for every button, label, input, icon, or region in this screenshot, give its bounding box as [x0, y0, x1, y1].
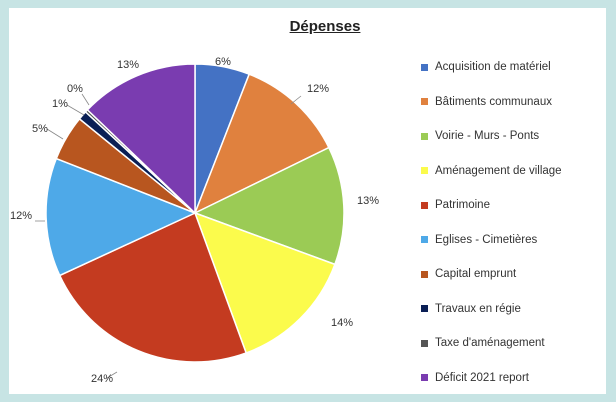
data-label-eglises-cimetieres: 12% — [10, 210, 32, 222]
slice-amenagement-de-village — [193, 211, 336, 354]
legend-swatch — [421, 167, 428, 174]
leader-line-taxe-d-amenagement — [81, 93, 90, 106]
legend-swatch — [421, 132, 428, 140]
data-label-taxe-d-amenagement: 0% — [67, 83, 83, 95]
data-label-travaux-en-regie: 1% — [52, 98, 68, 110]
legend-swatch — [421, 63, 428, 71]
leader-line-patrimoine — [106, 371, 118, 379]
legend-label: Déficit 2021 report — [435, 371, 529, 384]
chart-card: Dépenses 6% 12% 13% 14% 24% 12% 5% 1% 0% 13% Acqu… — [9, 8, 606, 394]
legend-item-acquisition-de-materiel: Acquisition de matériel — [421, 59, 551, 75]
legend-swatch — [421, 236, 428, 243]
slice-patrimoine — [58, 211, 248, 363]
legend-swatch — [421, 305, 428, 312]
legend-item-travaux-en-regie: Travaux en régie — [421, 301, 521, 317]
data-label-acquisition-de-materiel: 6% — [215, 56, 231, 68]
chart-title: Dépenses — [289, 18, 361, 35]
legend-item-batiments-communaux: Bâtiments communaux — [421, 94, 552, 110]
legend-label: Voirie - Murs - Ponts — [435, 130, 540, 142]
legend-item-taxe-d-amenagement: Taxe d'aménagement — [421, 335, 545, 351]
leader-line-travaux-en-regie — [66, 104, 85, 116]
leader-line-batiments-communaux — [290, 95, 302, 105]
data-label-batiments-communaux: 12% — [307, 83, 329, 95]
data-label-patrimoine: 24% — [91, 373, 113, 385]
legend-item-amenagement-de-village: Aménagement de village — [421, 163, 562, 179]
legend-label: Eglises - Cimetières — [435, 233, 538, 246]
legend-item-eglises-cimetieres: Eglises - Cimetières — [421, 232, 537, 248]
legend-swatch — [421, 201, 428, 209]
pie-chart: 6% 12% 13% 14% 24% 12% 5% 1% 0% 13% — [10, 56, 379, 385]
data-label-voirie-murs-ponts: 13% — [357, 195, 379, 207]
legend-label: Taxe d'aménagement — [435, 337, 545, 349]
data-label-deficit-2021-report: 13% — [117, 59, 139, 71]
slice-voirie-murs-ponts — [193, 146, 345, 266]
legend-swatch — [421, 374, 428, 381]
legend-swatch — [421, 339, 428, 347]
legend-label: Bâtiments communaux — [435, 95, 552, 108]
legend-label: Patrimoine — [435, 199, 490, 211]
legend-item-patrimoine: Patrimoine — [421, 197, 490, 213]
legend-label: Capital emprunt — [435, 268, 517, 280]
leader-line-capital-emprunt — [46, 128, 64, 140]
legend-item-capital-emprunt: Capital emprunt — [421, 266, 516, 282]
legend-label: Acquisition de matériel — [435, 61, 551, 73]
legend: Acquisition de matériel Bâtiments communa… — [421, 8, 611, 394]
legend-label: Travaux en régie — [435, 302, 521, 315]
data-label-capital-emprunt: 5% — [32, 123, 48, 135]
slice-deficit-2021-report — [86, 63, 196, 215]
legend-swatch — [421, 270, 428, 278]
legend-label: Aménagement de village — [435, 164, 562, 177]
legend-item-deficit-2021-report: Déficit 2021 report — [421, 370, 529, 386]
slice-batiments-communaux — [193, 73, 330, 215]
legend-swatch — [421, 98, 428, 105]
data-label-amenagement-de-village: 14% — [331, 317, 353, 329]
legend-item-voirie-murs-ponts: Voirie - Murs - Ponts — [421, 128, 539, 144]
slice-eglises-cimetieres — [45, 157, 197, 277]
